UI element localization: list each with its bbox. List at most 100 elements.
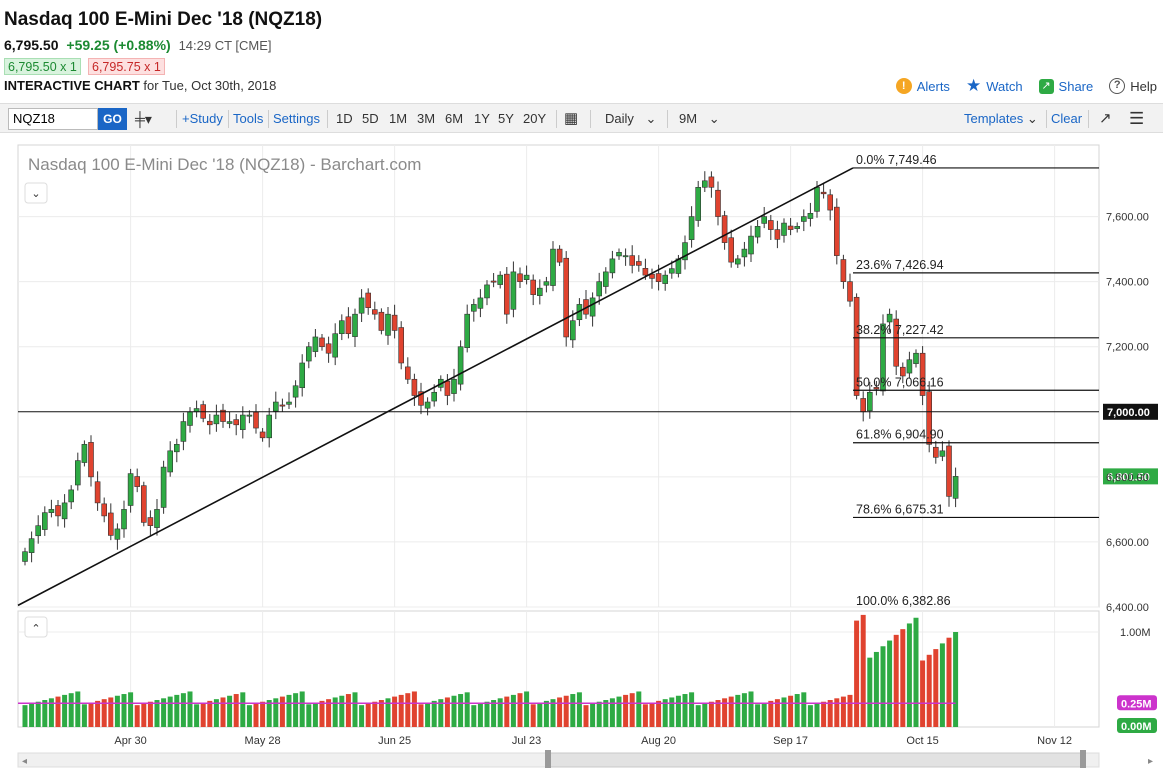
toolbar-divider	[590, 110, 591, 128]
volume-bar	[642, 704, 648, 727]
share-link[interactable]: ↗ Share	[1038, 78, 1093, 94]
scroll-left-icon[interactable]: ◂	[22, 756, 27, 767]
add-study-button[interactable]: +Study	[182, 111, 223, 126]
candle-body	[431, 391, 438, 402]
candle-body	[259, 431, 266, 439]
candle-body	[312, 336, 319, 352]
watch-link[interactable]: ★ Watch	[966, 76, 1023, 96]
volume-bar	[220, 697, 226, 727]
candle-body	[715, 189, 721, 217]
range-select[interactable]: 9M ⌄	[679, 104, 720, 134]
period-1m[interactable]: 1M	[389, 111, 408, 126]
period-5d[interactable]: 5D	[362, 111, 379, 126]
volume-bar	[339, 695, 345, 727]
volume-bar	[794, 694, 800, 727]
candle-body	[75, 460, 81, 486]
volume-bar	[590, 703, 596, 727]
share-icon: ↗	[1038, 78, 1054, 94]
volume-bar	[821, 701, 827, 727]
volume-bar	[471, 705, 477, 727]
period-20y[interactable]: 20Y	[523, 111, 547, 126]
candle-body	[121, 509, 127, 530]
price-tick-label: 6,800.00	[1106, 472, 1149, 484]
price-chart-svg[interactable]: 0.0% 7,749.46 23.6% 7,426.94 38.2% 7,227.4…	[0, 143, 1163, 774]
volume-bar	[398, 694, 404, 727]
candle-body	[946, 445, 952, 497]
volume-bar	[385, 698, 391, 727]
volume-bar	[926, 654, 932, 727]
chart-type-icon[interactable]: ╪▾	[135, 111, 152, 127]
candle-body	[919, 352, 926, 396]
volume-bar	[75, 691, 81, 727]
candle-body	[451, 378, 457, 394]
volume-bar	[101, 699, 107, 727]
go-button[interactable]: GO	[98, 108, 127, 130]
scrollbar-right-handle[interactable]	[1080, 750, 1086, 768]
clear-button[interactable]: Clear	[1051, 111, 1083, 126]
period-6m[interactable]: 6M	[445, 111, 464, 126]
collapse-volume-button[interactable]: ⌃	[24, 616, 48, 638]
volume-bar	[834, 698, 840, 727]
candle-body	[385, 313, 391, 336]
volume-bar	[788, 695, 794, 727]
volume-bar	[48, 698, 54, 727]
expand-icon[interactable]: ↗	[1099, 110, 1112, 127]
period-1d[interactable]: 1D	[336, 111, 353, 126]
x-tick-label: Oct 15	[906, 735, 938, 747]
collapse-price-button[interactable]: ⌄	[24, 182, 48, 204]
volume-bar	[847, 694, 853, 727]
quote-line: 6,795.50 +59.25 (+0.88%) 14:29 CT [CME]	[4, 37, 272, 53]
candle-body	[81, 444, 88, 463]
chevron-down-icon: ⌄	[645, 111, 657, 126]
volume-bar	[563, 695, 569, 727]
candle-body	[807, 213, 814, 219]
calendar-icon[interactable]: ▦	[564, 110, 579, 127]
volume-bar	[233, 694, 239, 727]
candle-body	[94, 481, 101, 504]
volume-bar	[689, 692, 695, 727]
volume-bar	[543, 700, 549, 727]
period-3m[interactable]: 3M	[417, 111, 436, 126]
scrollbar-left-handle[interactable]	[545, 750, 551, 768]
candle-body	[365, 292, 372, 308]
candle-body	[589, 297, 596, 317]
volume-bar	[596, 701, 602, 727]
x-tick-label: Sep 17	[773, 735, 808, 747]
candle-body	[563, 257, 570, 338]
symbol-input[interactable]: NQZ18	[8, 108, 98, 130]
tools-button[interactable]: Tools	[233, 111, 264, 126]
candle-body	[635, 261, 642, 266]
scroll-right-icon[interactable]: ▸	[1148, 756, 1153, 767]
alerts-link[interactable]: ! Alerts	[895, 78, 950, 94]
volume-bar	[570, 694, 576, 727]
volume-zero-badge	[1117, 718, 1157, 733]
period-1y[interactable]: 1Y	[474, 111, 490, 126]
candle-body	[160, 466, 167, 508]
candle-body	[240, 414, 246, 430]
volume-bar	[266, 700, 272, 727]
scrollbar-thumb[interactable]	[547, 752, 1084, 768]
templates-menu[interactable]: Templates ⌄	[964, 104, 1038, 134]
candle-body	[464, 313, 471, 348]
candle-body	[550, 248, 556, 286]
period-5y[interactable]: 5Y	[498, 111, 514, 126]
volume-bar	[906, 623, 912, 727]
alerts-label: Alerts	[916, 78, 950, 94]
volume-bar	[352, 692, 358, 727]
volume-bar	[669, 697, 675, 727]
chart-area[interactable]: 0.0% 7,749.46 23.6% 7,426.94 38.2% 7,227.4…	[0, 143, 1163, 774]
settings-button[interactable]: Settings	[273, 111, 320, 126]
candle-body	[68, 489, 74, 503]
time-scrollbar[interactable]: ◂ ▸	[17, 750, 1153, 768]
volume-bar	[372, 701, 378, 727]
interval-select[interactable]: Daily ⌄	[605, 104, 656, 134]
alert-icon: !	[895, 78, 912, 94]
fib-level-label: 78.6% 6,675.31	[856, 502, 944, 516]
volume-bar	[662, 699, 668, 727]
candle-body	[668, 268, 675, 274]
candle-body	[814, 186, 820, 212]
menu-icon[interactable]: ☰	[1129, 109, 1145, 128]
volume-bar	[246, 705, 252, 727]
price-tick-label: 7,600.00	[1106, 212, 1149, 224]
help-link[interactable]: ? Help	[1109, 78, 1157, 94]
